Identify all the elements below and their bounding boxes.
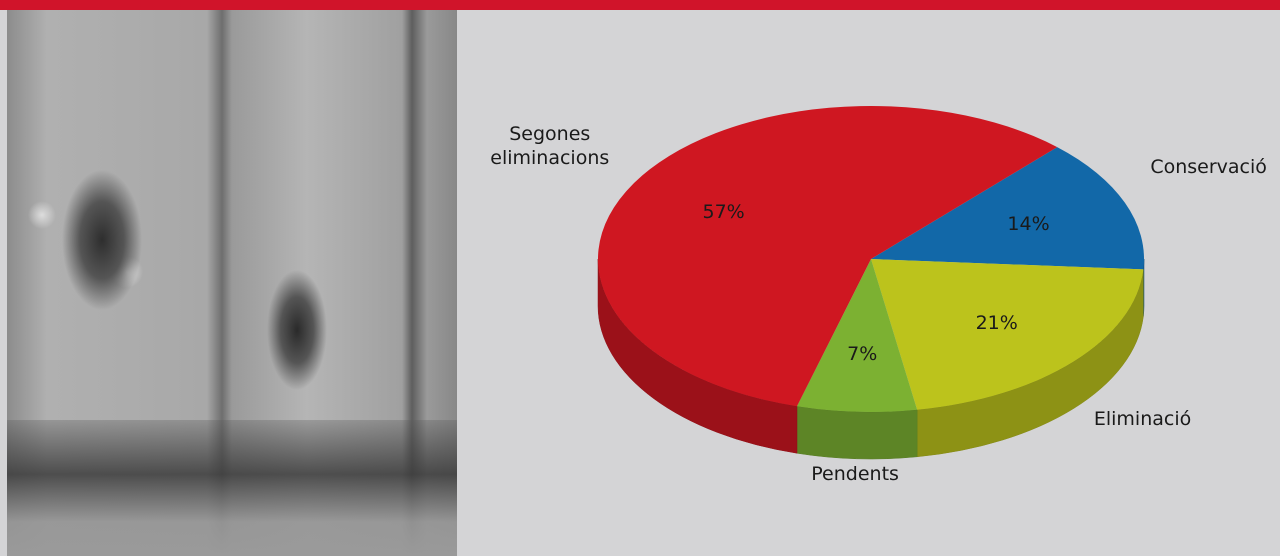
value-label: 14% <box>1007 212 1049 236</box>
value-label: 7% <box>847 342 877 366</box>
chart <box>0 0 1280 556</box>
page: 14% Conservació 21% Eliminació 7% Pendents 57%… <box>0 0 1280 556</box>
category-label: Eliminació <box>1094 407 1191 431</box>
value-label: 57% <box>702 200 744 224</box>
value-label: 21% <box>976 311 1018 335</box>
slice-side <box>797 406 917 459</box>
category-label: Conservació <box>1150 155 1267 179</box>
category-label: Pendents <box>811 462 899 486</box>
category-label: Segones eliminacions <box>490 122 609 170</box>
